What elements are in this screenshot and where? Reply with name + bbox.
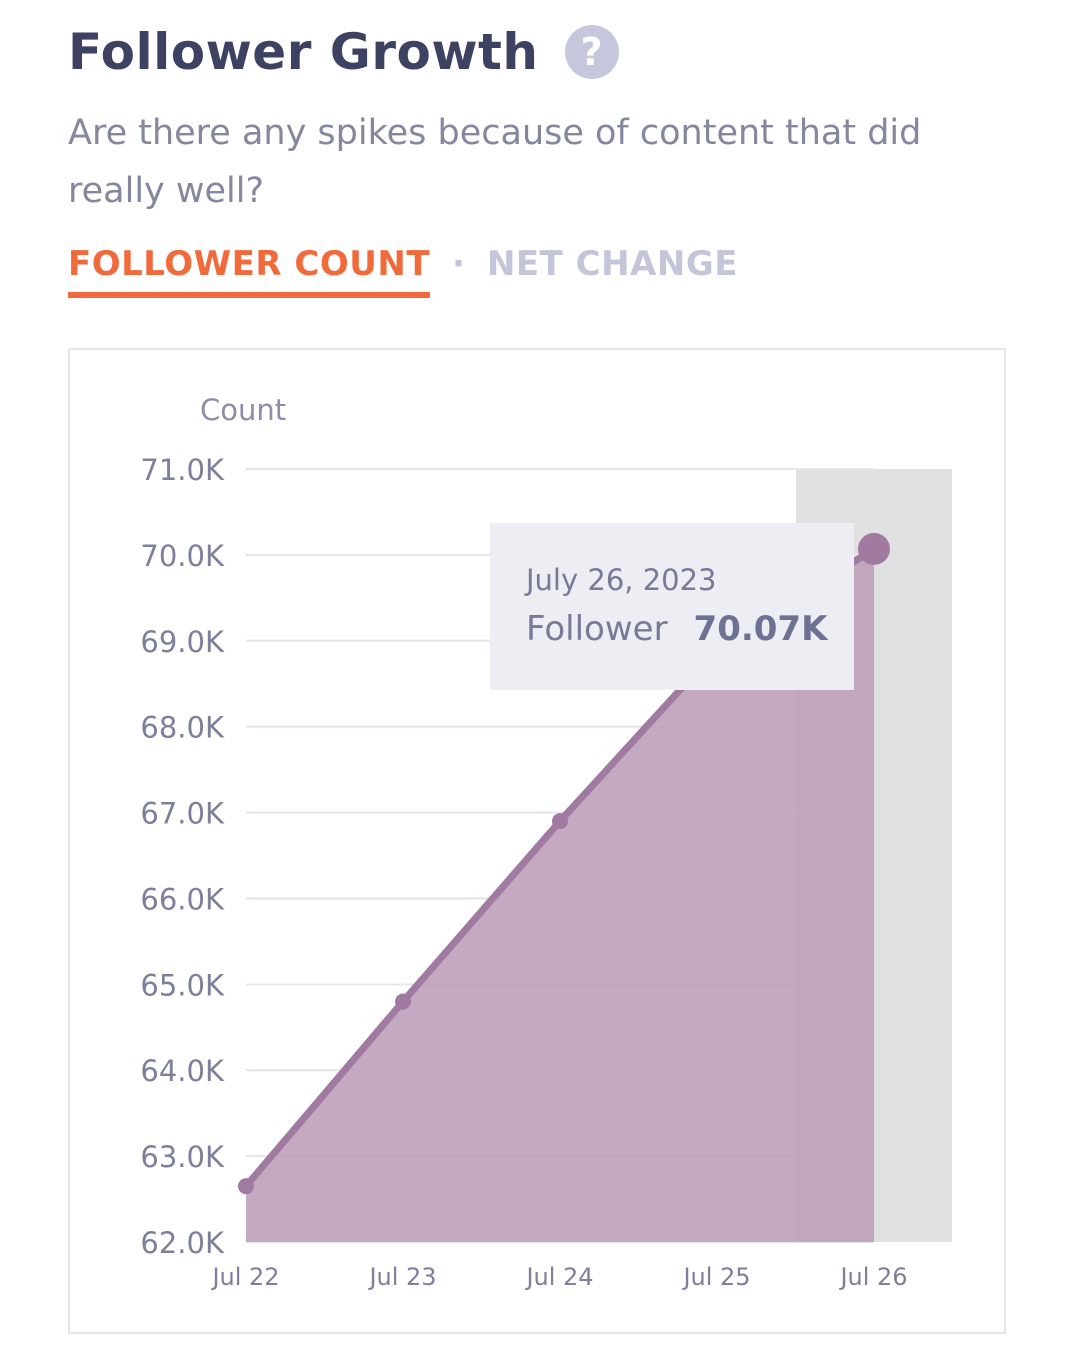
- tab-net-change[interactable]: NET CHANGE: [486, 244, 738, 284]
- y-tick-label: 64.0K: [140, 1054, 225, 1088]
- title-row: Follower Growth ?: [68, 18, 1028, 86]
- tooltip-value: 70.07K: [693, 609, 828, 649]
- y-tick-label: 69.0K: [140, 625, 225, 659]
- tab-separator: ·: [452, 244, 465, 284]
- tab-follower-count[interactable]: FOLLOWER COUNT: [68, 244, 431, 298]
- y-tick-label: 66.0K: [140, 882, 225, 916]
- help-icon[interactable]: ?: [564, 25, 619, 79]
- y-tick-label: 67.0K: [140, 797, 225, 831]
- tooltip-date: July 26, 2023: [526, 563, 717, 597]
- page-title: Follower Growth: [68, 23, 539, 81]
- tooltip-label: Follower: [526, 609, 668, 649]
- chart-card: [68, 348, 1006, 1334]
- tooltip-row: Follower 70.07K: [526, 609, 854, 649]
- tab-bar: FOLLOWER COUNT · NET CHANGE: [68, 244, 738, 298]
- data-point: [395, 993, 411, 1010]
- y-tick-label: 63.0K: [140, 1140, 225, 1174]
- data-point: [552, 813, 568, 830]
- y-tick-label: 62.0K: [140, 1226, 225, 1260]
- x-tick-label: Jul 25: [681, 1263, 750, 1291]
- y-tick-label: 68.0K: [140, 711, 225, 745]
- y-tick-label: 70.0K: [140, 539, 225, 573]
- y-tick-label: 71.0K: [140, 453, 225, 487]
- x-tick-label: Jul 26: [838, 1263, 907, 1291]
- page-subtitle: Are there any spikes because of content …: [68, 113, 922, 211]
- x-tick-label: Jul 22: [210, 1263, 279, 1291]
- y-tick-label: 65.0K: [140, 968, 225, 1002]
- chart-tooltip: July 26, 2023 Follower 70.07K: [490, 523, 854, 690]
- x-tick-label: Jul 23: [367, 1263, 436, 1291]
- series-area: [246, 548, 874, 1242]
- x-tick-label: Jul 24: [524, 1263, 593, 1291]
- active-data-point: [858, 532, 890, 565]
- header: Follower Growth ? Are there any spikes b…: [68, 18, 1028, 220]
- y-axis-label: Count: [200, 393, 286, 427]
- data-point: [238, 1178, 254, 1195]
